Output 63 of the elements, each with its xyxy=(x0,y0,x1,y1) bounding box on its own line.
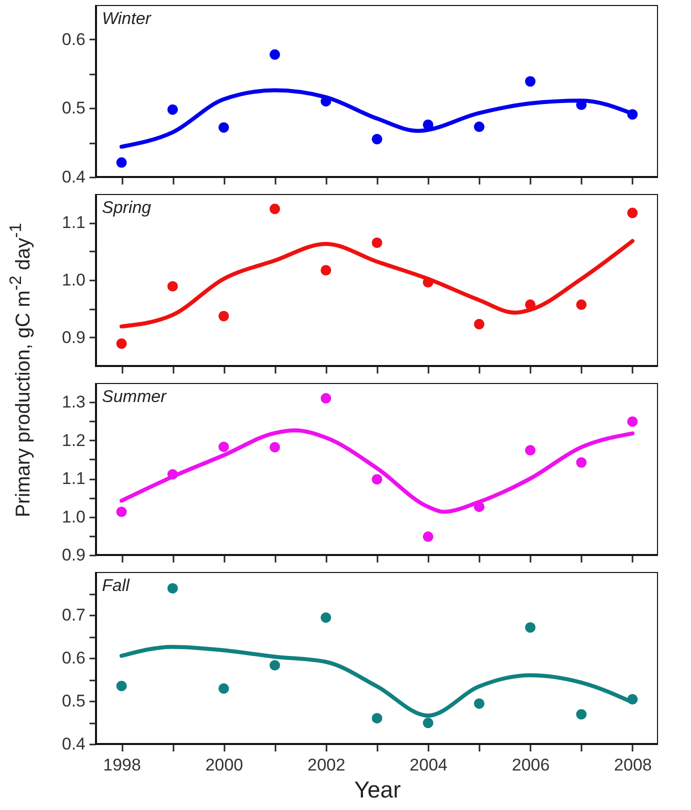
x-tick-label: 2006 xyxy=(512,756,550,774)
point xyxy=(218,310,229,322)
point xyxy=(474,122,484,132)
point xyxy=(422,718,434,728)
annotation: Winter xyxy=(102,9,152,28)
point xyxy=(270,49,280,60)
y-tick-label: 1.1 xyxy=(62,469,86,488)
annotation: Spring xyxy=(102,198,152,217)
point xyxy=(116,338,127,349)
point xyxy=(270,660,280,671)
y-tick-label: 1.3 xyxy=(62,392,86,412)
point xyxy=(576,299,587,310)
point xyxy=(525,622,536,633)
point xyxy=(474,698,484,709)
y-tick-label: 0.9 xyxy=(62,328,86,347)
point xyxy=(116,157,127,168)
point xyxy=(372,134,382,144)
point xyxy=(576,457,587,468)
point xyxy=(474,318,484,330)
point xyxy=(320,265,332,276)
y-tick-label: 1.2 xyxy=(62,430,86,450)
annotation: Summer xyxy=(102,387,168,406)
line-series xyxy=(120,428,634,514)
y-tick-label: 0.5 xyxy=(62,692,86,710)
y-tick-label: 0.7 xyxy=(62,606,86,624)
point xyxy=(270,204,280,214)
point xyxy=(320,393,332,404)
point xyxy=(218,683,229,694)
point xyxy=(576,709,587,720)
x-tick-label: 2008 xyxy=(614,756,652,774)
x-axis-title: Year xyxy=(354,776,402,802)
y-tick-label: 0.9 xyxy=(62,546,86,564)
point xyxy=(167,281,178,292)
point xyxy=(116,680,127,692)
x-tick-label: 2002 xyxy=(307,756,346,774)
x-tick-label: 2004 xyxy=(410,756,448,774)
y-tick-label: 0.4 xyxy=(62,734,86,754)
line-series xyxy=(120,239,634,328)
x-tick-label: 2000 xyxy=(205,756,244,774)
point xyxy=(167,583,178,594)
y-tick-label: 1.0 xyxy=(62,507,86,526)
y-tick-label: 1.0 xyxy=(62,270,86,290)
annotation: Fall xyxy=(102,576,131,595)
point xyxy=(270,442,280,452)
y-tick-label: 1.1 xyxy=(62,213,86,232)
y-tick-label: 0.4 xyxy=(62,168,86,186)
point xyxy=(372,238,382,248)
point xyxy=(320,612,332,623)
point xyxy=(525,76,536,87)
point xyxy=(525,445,536,456)
point xyxy=(167,104,178,115)
point xyxy=(218,442,229,452)
point xyxy=(372,474,382,485)
point xyxy=(627,416,638,427)
point xyxy=(627,208,638,218)
y-tick-label: 0.6 xyxy=(62,30,86,49)
y-tick-label: 0.6 xyxy=(62,648,86,668)
point xyxy=(218,122,229,133)
y-tick-label: 0.5 xyxy=(62,98,86,118)
x-tick-label: 1998 xyxy=(103,756,141,774)
point xyxy=(372,712,382,724)
point xyxy=(422,531,434,542)
point xyxy=(116,506,127,518)
